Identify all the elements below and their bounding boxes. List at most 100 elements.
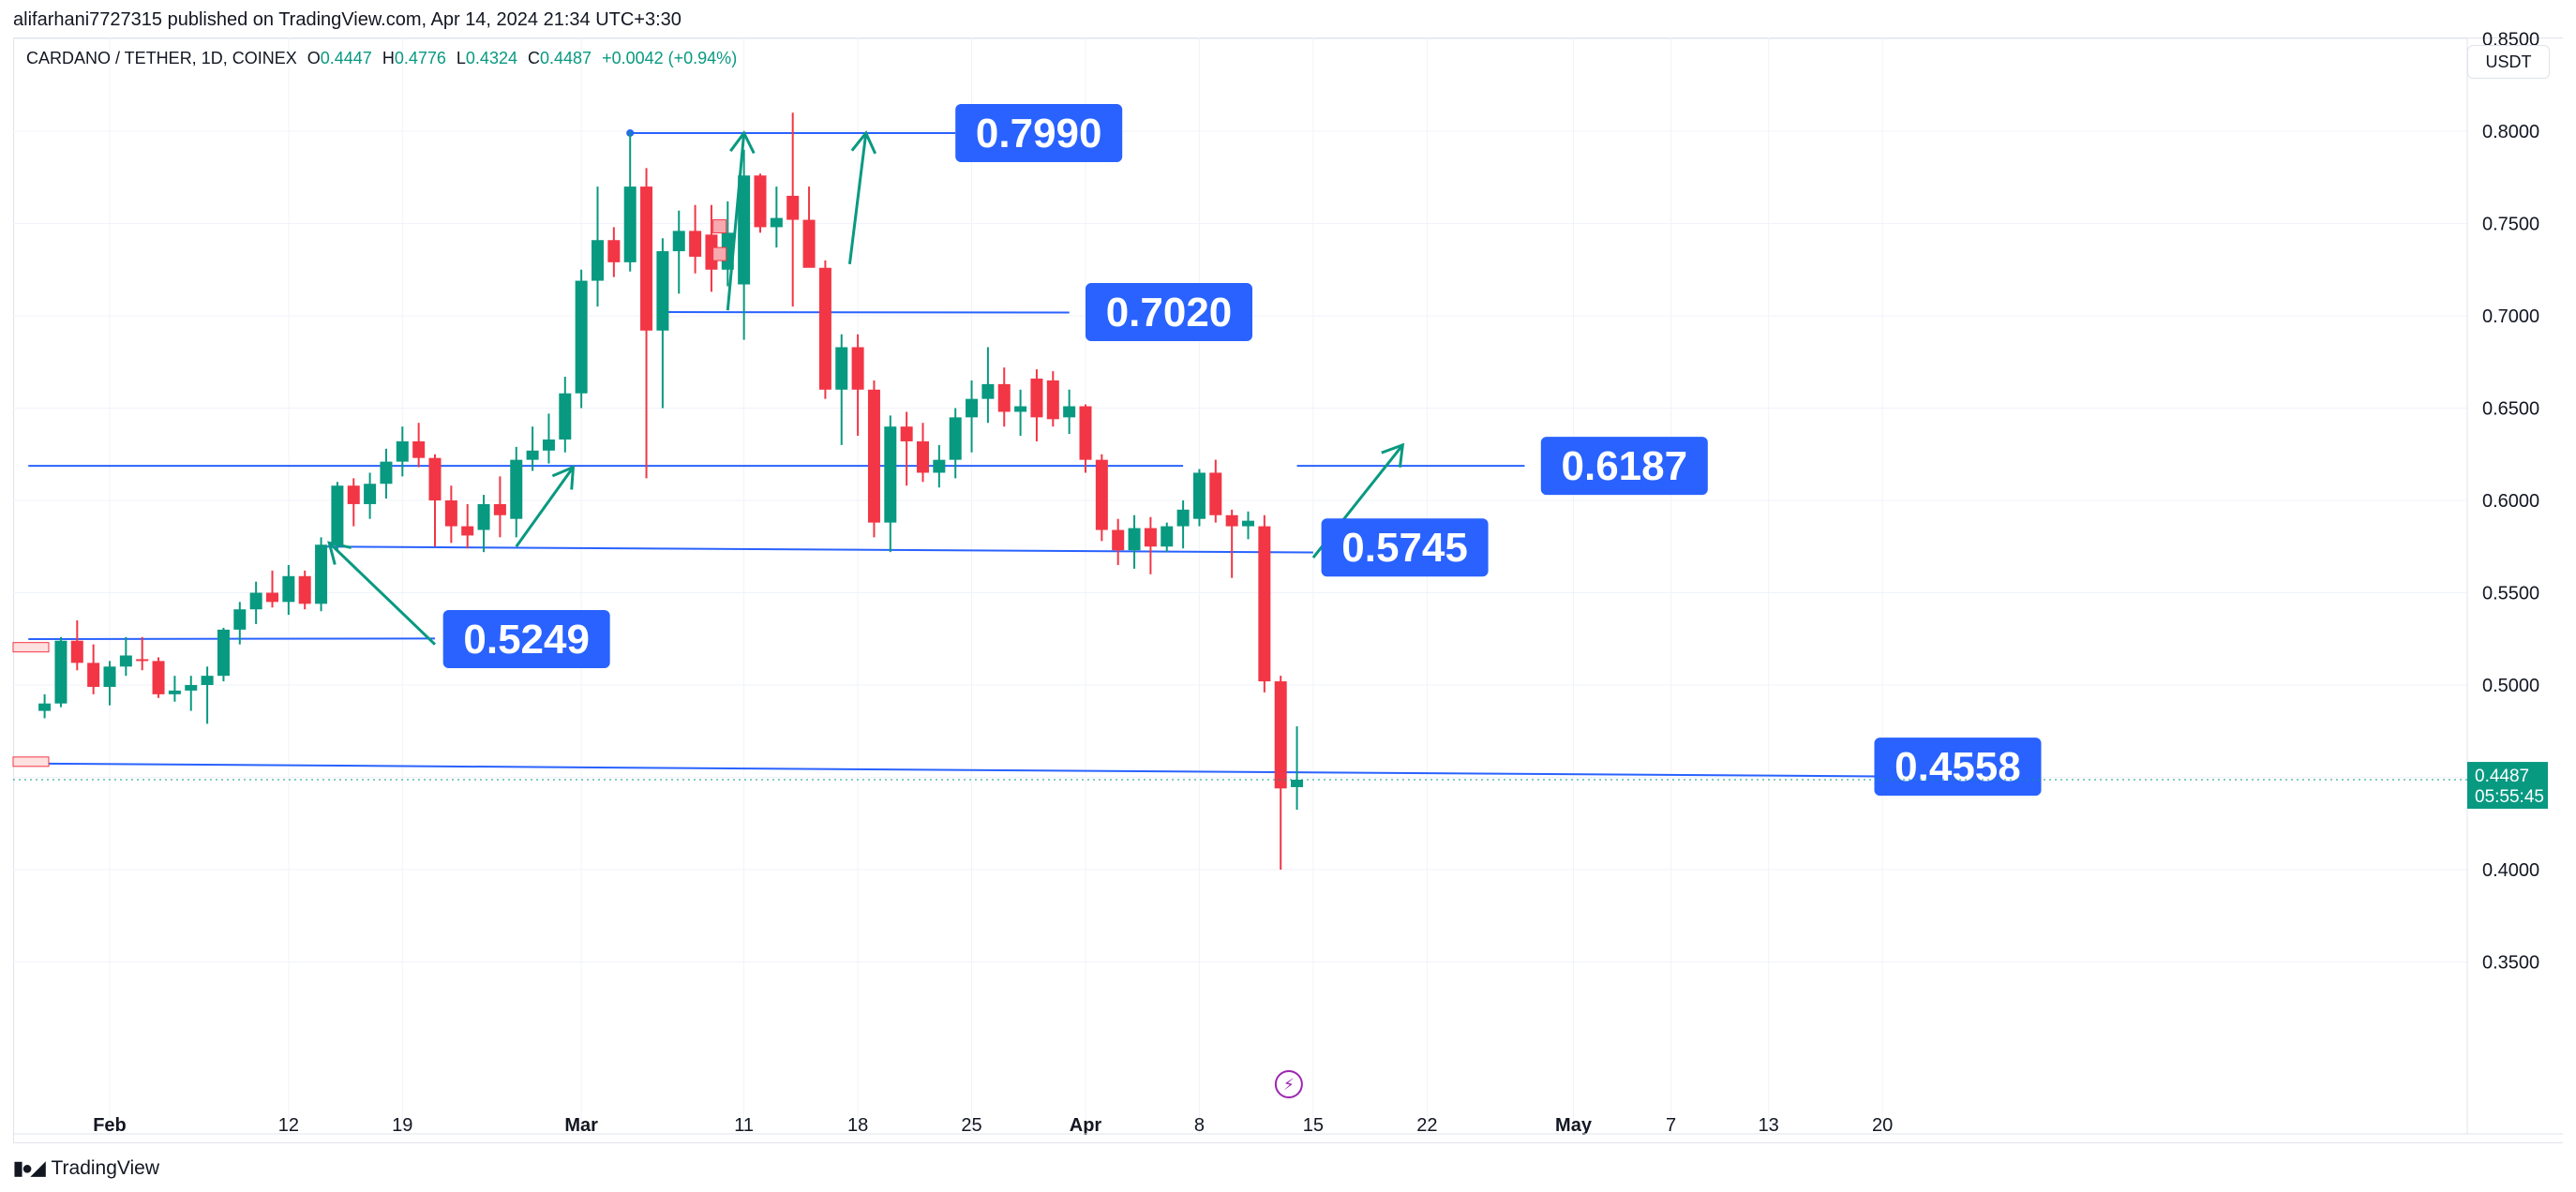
low-label: L	[456, 49, 466, 67]
candle-up	[656, 251, 669, 331]
candle-down	[1030, 378, 1043, 418]
x-tick-label: 8	[1194, 1115, 1205, 1136]
symbol-name: CARDANO / TETHER, 1D, COINEX	[26, 49, 297, 67]
arrow-head	[850, 130, 877, 155]
candle-down	[917, 440, 929, 473]
candle-up	[592, 240, 604, 281]
candle-down	[689, 231, 702, 257]
candle-up	[1291, 780, 1304, 787]
candle-up	[981, 383, 995, 399]
candle-up	[119, 655, 132, 667]
drawn-arrows[interactable]	[327, 130, 1405, 646]
x-tick-label: 25	[961, 1115, 981, 1136]
candle-up	[54, 640, 67, 704]
candle-up	[526, 450, 539, 460]
candle-up	[1242, 520, 1254, 527]
footer: ▮●◢ TradingView	[13, 1156, 159, 1180]
close-value: 0.4487	[540, 49, 592, 67]
grid	[13, 37, 2467, 1134]
event-icon	[1274, 1070, 1303, 1098]
x-tick-label: 19	[392, 1115, 412, 1136]
candle-down	[851, 347, 864, 390]
candle-down	[900, 426, 913, 441]
candle-up	[396, 440, 409, 462]
arrow-head	[327, 541, 352, 565]
x-tick-label: 12	[278, 1115, 299, 1136]
sell-marker	[712, 219, 727, 234]
candle-down	[1258, 526, 1271, 682]
candle-up	[364, 484, 377, 504]
y-tick-label: 0.8000	[2482, 122, 2539, 142]
x-tick-label: 22	[1416, 1115, 1437, 1136]
line-0.5249	[28, 637, 436, 640]
candle-up	[1176, 509, 1190, 527]
x-tick-label: Feb	[93, 1115, 127, 1136]
line-0.4558	[28, 762, 1883, 778]
candle-down	[997, 383, 1011, 412]
y-tick-label: 0.6000	[2482, 491, 2539, 512]
candle-up	[672, 231, 685, 252]
candle-down	[786, 195, 800, 220]
candle-up	[380, 461, 393, 484]
candle-up	[510, 459, 523, 519]
brand-name[interactable]: TradingView	[51, 1156, 160, 1179]
trend-lines[interactable]	[28, 128, 1883, 778]
symbol-legend: CARDANO / TETHER, 1D, COINEX O0.4447 H0.…	[26, 49, 737, 68]
candle-down	[266, 592, 278, 603]
y-tick-label: 0.5500	[2482, 584, 2539, 604]
candle-down	[1225, 514, 1238, 527]
candle-down	[136, 659, 149, 662]
price-label-text: 0.7020	[1106, 290, 1233, 335]
candle-down	[87, 663, 100, 687]
candle-up	[282, 575, 295, 603]
tradingview-logo-icon[interactable]: ▮●◢	[13, 1158, 45, 1179]
y-tick-label: 0.4000	[2482, 860, 2539, 881]
price-label-0.4558: 0.4558	[1874, 738, 2042, 797]
price-label-box	[1321, 518, 1489, 577]
candle-down	[1079, 406, 1092, 460]
arrow-head	[1381, 442, 1405, 468]
candle-down	[428, 457, 442, 500]
candle-up	[623, 186, 637, 262]
x-tick-label: 11	[734, 1115, 754, 1136]
x-tick-label: 13	[1759, 1115, 1779, 1136]
candle-down	[412, 440, 426, 458]
candle-down	[1209, 472, 1222, 515]
price-label-box	[1540, 437, 1708, 496]
candle-down	[493, 503, 506, 515]
price-label-box	[442, 609, 610, 668]
candle-up	[1192, 472, 1206, 519]
price-label-box	[955, 103, 1123, 162]
candle-up	[201, 676, 214, 685]
last-price-tag	[2467, 762, 2548, 810]
candle-down	[298, 575, 311, 604]
candle-up	[542, 439, 555, 451]
arrow-head	[551, 465, 576, 490]
x-tick-label: May	[1555, 1115, 1593, 1136]
x-tick-label: 7	[1666, 1115, 1676, 1136]
price-label-text: 0.5249	[463, 617, 590, 663]
candle-up	[233, 609, 247, 630]
candle-up	[966, 398, 979, 418]
price-label-0.6187: 0.6187	[1540, 437, 1708, 496]
chart-frame[interactable]	[13, 37, 2563, 1143]
price-label-text: 0.6187	[1562, 443, 1688, 489]
left-marker-upper	[12, 642, 50, 653]
price-label-0.7020: 0.7020	[1086, 283, 1252, 342]
currency-button[interactable]: USDT	[2467, 45, 2550, 79]
price-label-text: 0.5745	[1341, 525, 1468, 571]
price-label-text: 0.7990	[976, 111, 1102, 156]
x-tick-label: Apr	[1070, 1115, 1102, 1136]
line-0.5745	[321, 545, 1313, 554]
candle-up	[38, 703, 52, 711]
x-tick-label: 20	[1872, 1115, 1893, 1136]
sell-marker	[712, 246, 727, 261]
high-label: H	[382, 49, 395, 67]
price-labels[interactable]: 0.7990 0.7020 0.6187 0.5745 0.5249 0.4558	[442, 103, 2042, 797]
trend-arrow	[327, 541, 437, 646]
candle-up	[1161, 526, 1174, 547]
price-label-text: 0.4558	[1895, 744, 2021, 790]
candle-down	[867, 389, 880, 523]
trend-arrow	[847, 130, 877, 265]
